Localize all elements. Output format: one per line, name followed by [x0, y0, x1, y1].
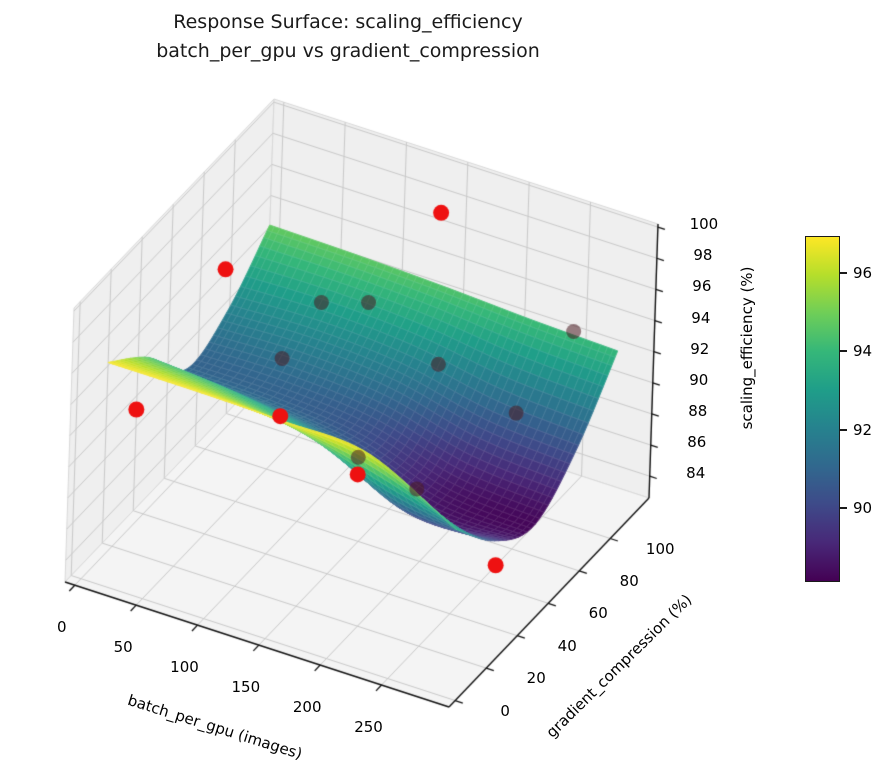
y-tick-label: 40	[557, 636, 577, 655]
z-tick-label: 96	[692, 277, 712, 296]
colorbar-tick-mark	[840, 272, 847, 275]
y-tick-label: 100	[645, 539, 675, 558]
z-tick-label: 92	[690, 339, 710, 358]
colorbar-tick-mark	[840, 506, 847, 509]
z-tick-label: 98	[693, 246, 713, 265]
colorbar-tick-mark	[840, 428, 847, 431]
z-tick-label: 84	[686, 464, 706, 483]
y-tick-label: 20	[526, 669, 546, 688]
colorbar	[805, 236, 840, 582]
colorbar-tick-label: 94	[853, 342, 873, 361]
y-tick-label: 80	[619, 571, 639, 590]
z-tick-label: 86	[687, 433, 707, 452]
colorbar-tick-mark	[840, 350, 847, 353]
chart-title: Response Surface: scaling_efficiency bat…	[156, 8, 540, 66]
chart-title-line1: Response Surface: scaling_efficiency	[173, 11, 523, 33]
colorbar-tick-label: 96	[853, 264, 873, 283]
z-tick-label: 94	[691, 308, 711, 327]
z-tick-label: 88	[688, 401, 708, 420]
z-axis-label: scaling_efficiency (%)	[738, 266, 756, 430]
x-tick-label: 50	[113, 638, 133, 657]
x-tick-label: 0	[57, 618, 67, 637]
x-tick-label: 200	[292, 698, 322, 717]
y-tick-label: 0	[500, 701, 510, 720]
x-tick-label: 150	[231, 678, 261, 697]
y-tick-label: 60	[588, 604, 608, 623]
x-tick-label: 100	[170, 658, 199, 677]
z-tick-label: 100	[689, 215, 719, 234]
z-tick-label: 90	[689, 370, 709, 389]
chart-title-line2: batch_per_gpu vs gradient_compression	[156, 40, 540, 62]
colorbar-tick-label: 90	[853, 498, 873, 517]
x-tick-label: 250	[354, 718, 383, 737]
colorbar-tick-label: 92	[853, 420, 873, 439]
